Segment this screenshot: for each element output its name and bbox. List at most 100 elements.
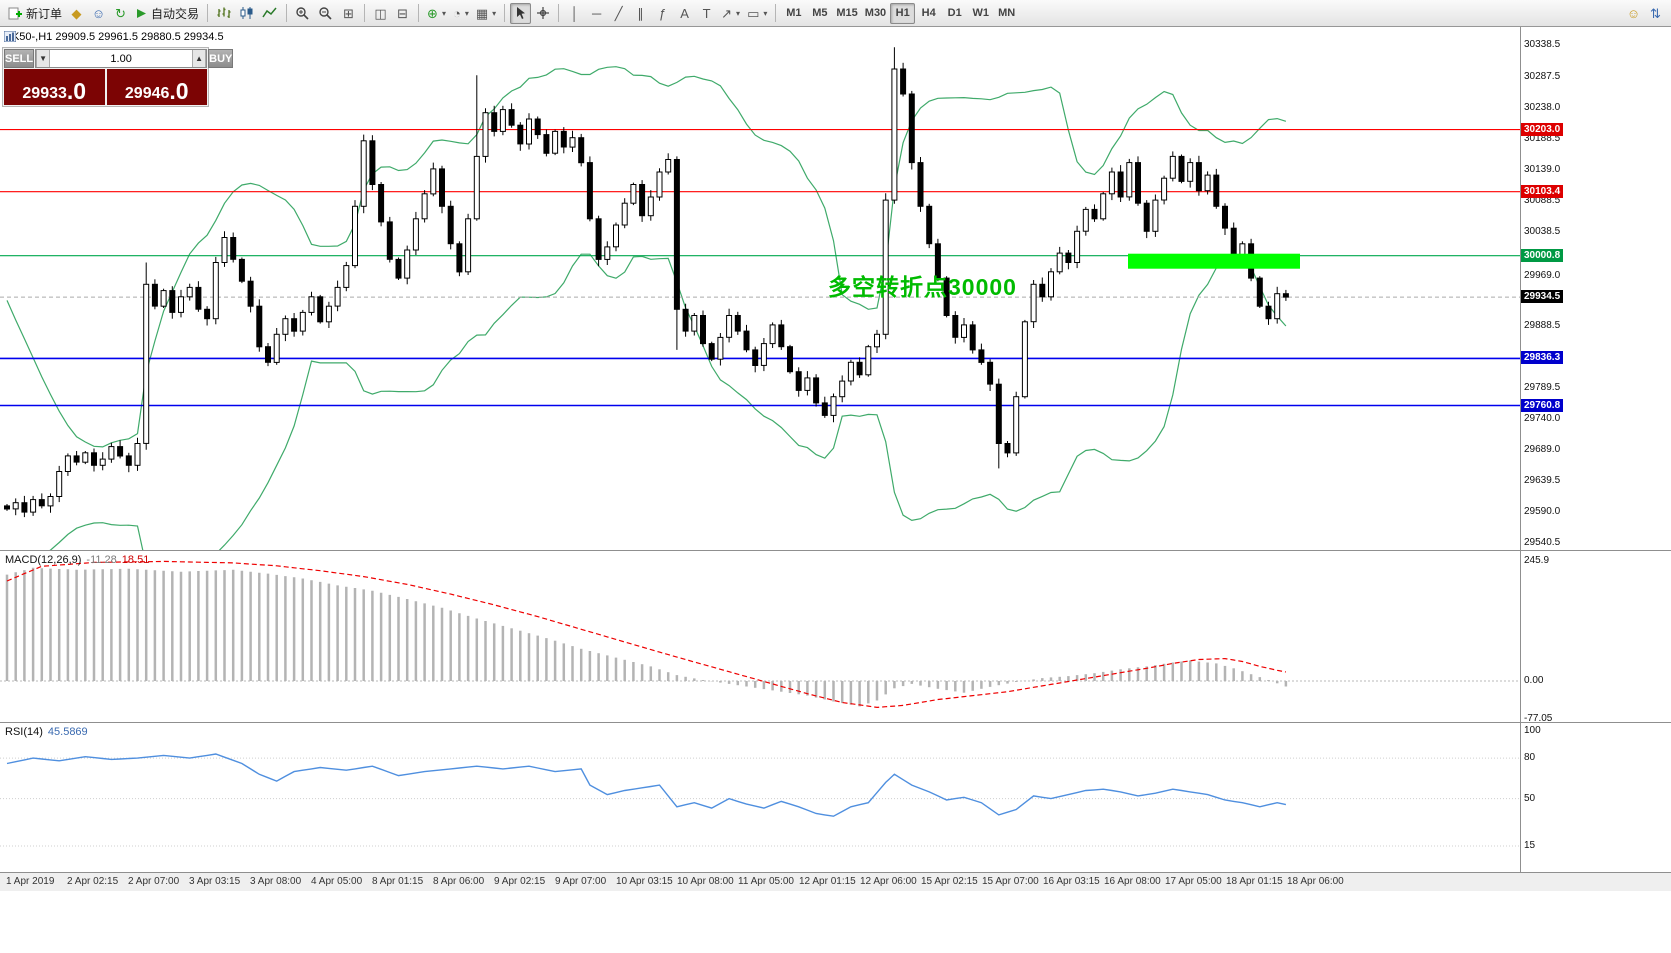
zoom-out-button[interactable] — [315, 3, 337, 24]
price-axis-label: 30139.0 — [1524, 164, 1561, 175]
macd-axis-label: 0.00 — [1524, 675, 1544, 686]
crosshair-icon — [536, 7, 549, 19]
time-axis-label: 10 Apr 03:15 — [616, 876, 673, 887]
indicators-icon: ⊕ — [427, 5, 438, 21]
chart-icon — [4, 31, 16, 42]
timeframe-d1[interactable]: D1 — [947, 7, 962, 19]
time-axis-label: 9 Apr 02:15 — [494, 876, 546, 887]
periods-button[interactable]: ◔ ▾ — [450, 3, 472, 24]
cascade-windows-button[interactable]: ⊟ — [392, 3, 413, 24]
new-order-button[interactable]: 新订单 — [5, 3, 65, 24]
timeframe-m1[interactable]: M1 — [786, 7, 802, 19]
rsi-axis-label: 50 — [1524, 793, 1536, 804]
price-level-tag: 29836.3 — [1521, 351, 1564, 364]
editor-icon: ◆ — [71, 5, 82, 21]
shapes-tool[interactable]: ▭ ▾ — [744, 3, 770, 24]
label-tool[interactable]: T — [696, 3, 717, 24]
toolbar-separator — [286, 4, 288, 22]
buy-price-button[interactable]: 29946.0 — [106, 69, 207, 105]
zoom-in-button[interactable] — [292, 3, 314, 24]
tile-windows-icon: ◫ — [374, 5, 387, 21]
scroll-buttons[interactable]: ⇅ — [1645, 3, 1666, 24]
vertical-line-tool[interactable]: │ — [564, 3, 585, 24]
horizontal-line-tool[interactable]: ─ — [586, 3, 607, 24]
price-chart[interactable] — [0, 27, 1520, 550]
timeframe-m5[interactable]: M5 — [812, 7, 828, 19]
toolbar-separator — [207, 4, 209, 22]
new-order-label: 新订单 — [26, 6, 63, 21]
trendline-tool[interactable]: ╱ — [608, 3, 629, 24]
new-order-icon — [8, 7, 22, 20]
macd-axis-label: -77.05 — [1524, 713, 1553, 724]
toolbar-separator — [558, 4, 560, 22]
time-axis-label: 4 Apr 05:00 — [311, 876, 363, 887]
timeframe-h4[interactable]: H4 — [921, 7, 936, 19]
cursor-button[interactable] — [510, 2, 532, 24]
templates-button[interactable]: ▦ ▾ — [473, 3, 499, 24]
timeframe-group: M1 M5 M15 M30 H1 H4 D1 W1 MN — [779, 0, 1021, 26]
volume-increase-button[interactable]: ▲ — [192, 50, 207, 67]
timeframe-m15[interactable]: M15 — [836, 7, 858, 19]
tile-windows-button[interactable]: ◫ — [370, 3, 391, 24]
sell-button[interactable]: SELL — [4, 49, 35, 68]
toolbar-separator — [418, 4, 420, 22]
refresh-icon: ↻ — [115, 5, 126, 21]
chart-candles-button[interactable] — [236, 3, 258, 24]
price-axis-label: 29540.5 — [1524, 537, 1561, 548]
fibonacci-tool[interactable]: ƒ — [652, 3, 673, 24]
autotrading-button[interactable]: 自动交易 — [132, 3, 202, 24]
chevron-down-icon: ▾ — [441, 8, 446, 18]
arrows-tool[interactable]: ↗ ▾ — [718, 3, 743, 24]
community-button[interactable]: ☺ — [88, 3, 109, 24]
sell-price-button[interactable]: 29933.0 — [4, 69, 105, 105]
refresh-button[interactable]: ↻ — [110, 3, 131, 24]
time-axis-label: 3 Apr 08:00 — [250, 876, 302, 887]
time-axis-label: 16 Apr 08:00 — [1104, 876, 1161, 887]
grid-button[interactable]: ⊞ — [338, 3, 359, 24]
toolbar: 新订单 ◆ ☺ ↻ 自动交易 ⊞ ◫ ⊟ ⊕ ▾ ◔ ▾ ▦ ▾ │ ─ ╱ — [0, 0, 1671, 27]
macd-chart[interactable] — [0, 551, 1520, 722]
text-tool[interactable]: A — [674, 3, 695, 24]
price-axis-label: 29789.5 — [1524, 382, 1561, 393]
time-axis-label: 9 Apr 07:00 — [555, 876, 607, 887]
cascade-windows-icon: ⊟ — [397, 5, 408, 21]
price-axis-label: 30038.5 — [1524, 226, 1561, 237]
macd-axis-border — [1520, 551, 1521, 722]
timeframe-m30[interactable]: M30 — [864, 7, 887, 19]
community-icon: ☺ — [91, 5, 106, 21]
horizontal-line-icon: ─ — [592, 5, 602, 21]
time-axis-label: 18 Apr 01:15 — [1226, 876, 1283, 887]
time-axis-label: 8 Apr 01:15 — [372, 876, 424, 887]
timeframe-h1[interactable]: H1 — [890, 2, 916, 24]
timeframe-w1[interactable]: W1 — [972, 7, 989, 19]
metaeditor-button[interactable]: ◆ — [66, 3, 87, 24]
fibonacci-icon: ƒ — [659, 5, 667, 21]
channel-tool[interactable]: ∥ — [630, 3, 651, 24]
crosshair-button[interactable] — [532, 3, 553, 24]
rsi-axis-label: 80 — [1524, 752, 1536, 763]
price-axis-label: 29590.0 — [1524, 506, 1561, 517]
price-axis-label: 30338.5 — [1524, 39, 1561, 50]
buy-button[interactable]: BUY — [208, 49, 234, 68]
main-chart-panel[interactable]: HK50-,H1 29909.5 29961.5 29880.5 29934.5… — [0, 27, 1671, 550]
macd-name: MACD(12,26,9) — [5, 554, 82, 566]
indicators-button[interactable]: ⊕ ▾ — [424, 3, 449, 24]
zoom-in-icon — [296, 7, 309, 20]
rsi-chart[interactable] — [0, 723, 1520, 872]
text-icon: A — [680, 5, 689, 21]
price-axis-label: 29888.5 — [1524, 320, 1561, 331]
time-axis-label: 18 Apr 06:00 — [1287, 876, 1344, 887]
rsi-label: RSI(14) 45.5869 — [5, 726, 88, 738]
volume-decrease-button[interactable]: ▼ — [36, 50, 51, 67]
volume-input[interactable] — [50, 50, 193, 67]
line-chart-icon — [262, 7, 277, 18]
timeframe-mn[interactable]: MN — [998, 7, 1016, 19]
autotrading-icon — [137, 8, 147, 18]
community-smiley-button[interactable]: ☺ — [1623, 3, 1644, 24]
rsi-panel[interactable]: RSI(14) 45.5869 100 80 50 15 — [0, 722, 1671, 872]
time-axis[interactable]: 1 Apr 2019 2 Apr 02:15 2 Apr 07:00 3 Apr 03… — [0, 872, 1671, 891]
toolbar-separator — [364, 4, 366, 22]
chart-line-button[interactable] — [259, 3, 281, 24]
chart-bars-button[interactable] — [213, 3, 235, 24]
macd-panel[interactable]: MACD(12,26,9) -11.28 18.51 245.9 0.00 -77.05 — [0, 550, 1671, 724]
